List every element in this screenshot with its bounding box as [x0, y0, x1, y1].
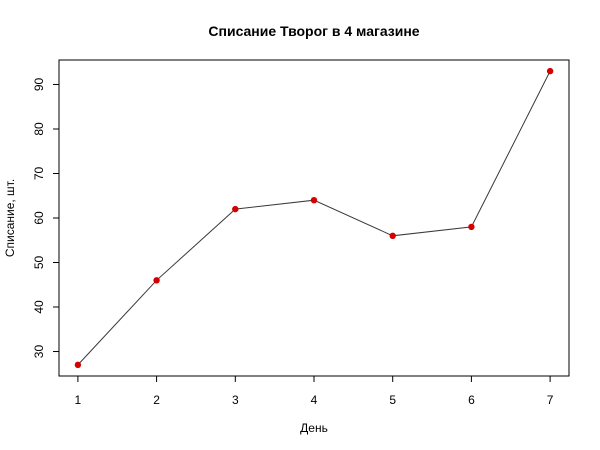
x-tick-label: 1	[75, 393, 82, 407]
x-tick-label: 5	[389, 393, 396, 407]
y-tick-label: 40	[32, 300, 46, 314]
y-tick-label: 30	[32, 345, 46, 359]
x-tick-label: 4	[311, 393, 318, 407]
x-tick-label: 7	[547, 393, 554, 407]
x-tick-label: 6	[468, 393, 475, 407]
x-tick-label: 2	[153, 393, 160, 407]
y-tick-label: 50	[32, 256, 46, 270]
y-axis-label: Списание, шт.	[3, 179, 17, 257]
series-layer	[74, 67, 554, 369]
data-point	[232, 205, 239, 213]
data-point	[389, 232, 396, 240]
data-point	[310, 196, 318, 204]
y-tick-label: 60	[32, 211, 46, 225]
data-point	[468, 223, 475, 231]
plot-frame	[58, 59, 570, 377]
x-tick-label: 3	[232, 393, 239, 407]
x-axis-label: День	[300, 421, 328, 435]
chart-title: Списание Творог в 4 магазине	[208, 23, 419, 39]
x-axis: 1 2 3 4 5 6 7	[75, 375, 554, 407]
y-tick-label: 80	[32, 122, 46, 136]
data-point	[153, 277, 160, 284]
y-tick-label: 70	[32, 166, 46, 180]
data-point	[546, 67, 554, 75]
y-tick-label: 90	[32, 77, 46, 91]
y-axis: 30 40 50 60 70 80 90	[32, 77, 60, 359]
series-line	[77, 70, 551, 366]
data-point	[74, 361, 82, 369]
